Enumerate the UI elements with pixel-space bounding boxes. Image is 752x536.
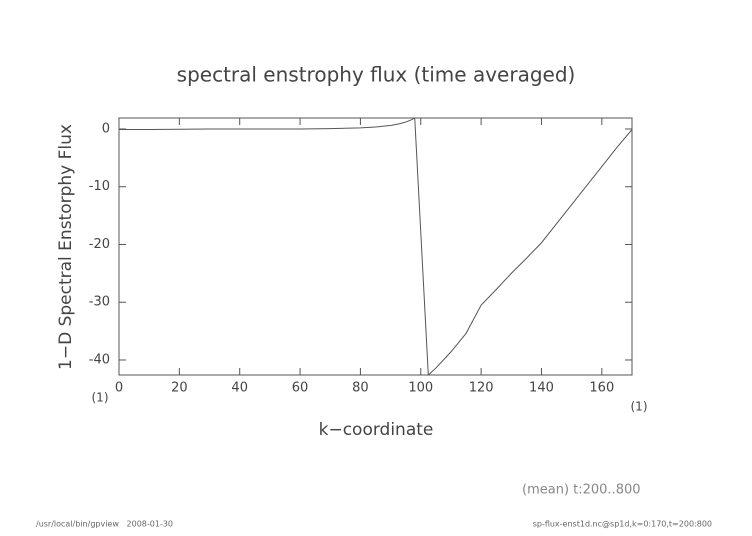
- y-axis-label: 1−D Spectral Enstorphy Flux: [56, 124, 76, 370]
- x-tick-label: 60: [292, 381, 309, 396]
- plot-frame: [118, 117, 633, 376]
- y-tick-label: -30: [89, 295, 110, 310]
- x-tick-label: 80: [352, 381, 369, 396]
- y-tick-label: -20: [89, 237, 110, 252]
- y-tick-label: -40: [89, 352, 110, 367]
- x-tick-label: 20: [171, 381, 188, 396]
- x-axis-label: k−coordinate: [319, 420, 434, 440]
- x-unit: (1): [92, 391, 109, 405]
- y-tick-label: -10: [89, 179, 110, 194]
- x-tick-label: 0: [115, 381, 123, 396]
- chart-title: spectral enstrophy flux (time averaged): [177, 63, 576, 87]
- footer: sp-flux-enst1d.nc@sp1d,k=0:170,t=200:800: [533, 520, 712, 529]
- x-tick-label: 40: [231, 381, 248, 396]
- data-line: [119, 118, 632, 375]
- x-unit: (1): [631, 400, 648, 414]
- footer: /usr/local/bin/gpview 2008-01-30: [36, 520, 173, 529]
- x-tick-label: 160: [589, 381, 614, 396]
- y-tick-label: 0: [102, 121, 110, 136]
- x-tick-label: 120: [469, 381, 494, 396]
- x-tick-label: 140: [529, 381, 554, 396]
- x-tick-label: 100: [408, 381, 433, 396]
- annotation: (mean) t:200..800: [522, 483, 641, 498]
